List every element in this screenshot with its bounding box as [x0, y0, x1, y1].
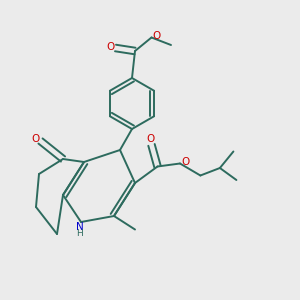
- Text: O: O: [152, 31, 160, 41]
- Text: O: O: [31, 134, 39, 144]
- Text: O: O: [181, 157, 190, 167]
- Text: N: N: [76, 222, 83, 232]
- Text: H: H: [76, 229, 83, 238]
- Text: O: O: [146, 134, 155, 144]
- Text: O: O: [106, 42, 114, 52]
